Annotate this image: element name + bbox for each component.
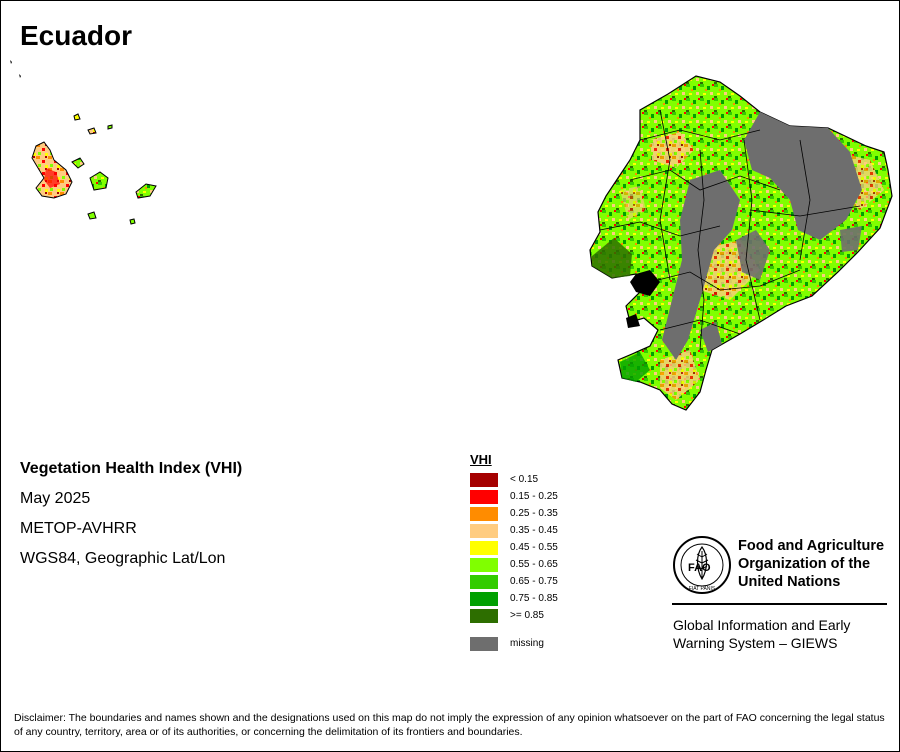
period-label: May 2025 bbox=[20, 490, 91, 507]
legend-label: 0.75 - 0.85 bbox=[510, 593, 558, 604]
giews-line: Warning System – GIEWS bbox=[673, 635, 838, 651]
legend-swatch bbox=[470, 575, 498, 589]
legend-label: 0.65 - 0.75 bbox=[510, 576, 558, 587]
organization-name: Food and Agriculture Organization of the… bbox=[738, 537, 898, 591]
organization-name-line: United Nations bbox=[738, 574, 841, 590]
giews-label: Global Information and Early Warning Sys… bbox=[673, 616, 893, 652]
legend-label: < 0.15 bbox=[510, 474, 539, 485]
legend-swatch-missing bbox=[470, 637, 498, 651]
legend-label: missing bbox=[510, 638, 544, 649]
organization-name-line: Food and Agriculture bbox=[738, 538, 885, 554]
legend-title: VHI bbox=[470, 452, 492, 467]
legend-label: 0.35 - 0.45 bbox=[510, 525, 558, 536]
vhi-map bbox=[10, 60, 893, 411]
fao-logo-motto: FIAT PANIS bbox=[689, 586, 716, 592]
sensor-label: METOP-AVHRR bbox=[20, 520, 137, 537]
legend-label: 0.45 - 0.55 bbox=[510, 542, 558, 553]
legend-swatch bbox=[470, 609, 498, 623]
legend-swatch bbox=[470, 558, 498, 572]
fao-logo-letters: FAO bbox=[688, 562, 711, 574]
map-title: Ecuador bbox=[20, 20, 133, 51]
galapagos-islands bbox=[10, 60, 157, 225]
fao-logo-icon: FAO FIAT PANIS bbox=[673, 536, 731, 594]
legend-label: 0.25 - 0.35 bbox=[510, 508, 558, 519]
disclaimer: Disclaimer: The boundaries and names sho… bbox=[14, 712, 885, 738]
legend-swatch bbox=[470, 473, 498, 487]
ecuador-mainland bbox=[589, 75, 893, 411]
logo-divider bbox=[672, 603, 887, 605]
organization-name-line: Organization of the bbox=[738, 556, 871, 572]
legend-swatch bbox=[470, 541, 498, 555]
legend-label: >= 0.85 bbox=[510, 610, 544, 621]
legend-swatch bbox=[470, 490, 498, 504]
projection-label: WGS84, Geographic Lat/Lon bbox=[20, 550, 226, 567]
product-label: Vegetation Health Index (VHI) bbox=[20, 460, 243, 477]
legend-label: 0.15 - 0.25 bbox=[510, 491, 558, 502]
legend-swatch bbox=[470, 592, 498, 606]
legend-swatch bbox=[470, 524, 498, 538]
giews-line: Global Information and Early bbox=[673, 617, 851, 633]
legend-swatch bbox=[470, 507, 498, 521]
legend-label: 0.55 - 0.65 bbox=[510, 559, 558, 570]
